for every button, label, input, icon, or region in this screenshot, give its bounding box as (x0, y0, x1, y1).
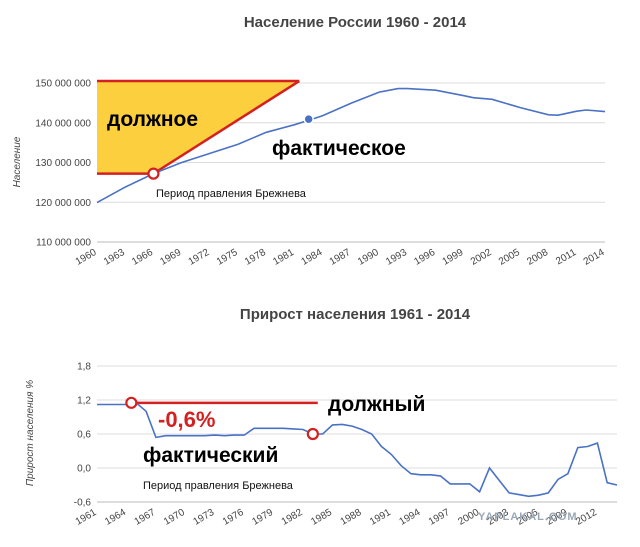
growth-series-line (97, 401, 618, 498)
growth-chart-title: Прирост населения 1961 - 2014 (240, 306, 471, 323)
population-markers (147, 113, 314, 180)
c1-x-tick-label: 1969 (158, 247, 183, 268)
c1-y-tick-label: 150 000 000 (35, 79, 91, 90)
c1-y-tick-label: 140 000 000 (35, 118, 91, 129)
population-series-line (96, 87, 606, 204)
c2-x-tick-label: 1967 (133, 507, 158, 528)
c1-x-tick-label: 1960 (74, 247, 99, 268)
actual-growth-label: фактический (143, 444, 278, 467)
c1-x-tick-label: 1963 (102, 247, 127, 268)
c2-y-tick-label: -0,6 (74, 498, 92, 509)
c1-marker-ring (147, 167, 160, 180)
c1-x-tick-label: 1990 (356, 247, 381, 268)
c2-x-tick-label: 1976 (221, 507, 246, 528)
c2-y-tick-label: 0,6 (77, 430, 91, 441)
c2-x-tick-label: 1997 (427, 507, 452, 528)
c1-x-tick-label: 1996 (412, 247, 437, 268)
c2-marker-ring (306, 427, 319, 441)
c2-x-tick-label: 1964 (103, 507, 128, 528)
c1-x-tick-label: 1975 (215, 247, 240, 268)
growth-markers (125, 396, 319, 441)
actual-population-label: фактическое (272, 137, 406, 160)
c1-x-tick-label: 2002 (469, 247, 494, 268)
c2-marker-ring (125, 396, 138, 409)
c2-x-tick-label: 1970 (162, 507, 187, 528)
c1-x-tick-label: 2014 (582, 247, 607, 268)
c2-x-tick-label: 1985 (309, 507, 334, 528)
c2-y-tick-label: 0,0 (77, 464, 91, 475)
c1-x-tick-label: 1972 (187, 247, 212, 268)
c1-x-tick-label: 1993 (384, 247, 409, 268)
c1-x-tick-label: 1978 (243, 247, 268, 268)
growth-y-axis-label: Прирост населения % (25, 380, 36, 486)
c1-marker-dot (303, 113, 314, 125)
c2-y-tick-label: 1,2 (77, 396, 91, 407)
c1-y-tick-label: 120 000 000 (35, 198, 91, 209)
population-chart-title: Население России 1960 - 2014 (244, 14, 467, 31)
growth-gridlines (97, 365, 617, 503)
population-chart: Население России 1960 - 2014 Население 1… (12, 14, 607, 268)
c1-x-tick-label: 1981 (271, 247, 296, 268)
c2-x-tick-label: 1973 (191, 507, 216, 528)
c1-x-tick-label: 1984 (300, 247, 325, 268)
c2-x-tick-label: 1988 (339, 507, 364, 528)
c2-y-tick-label: 1,8 (77, 362, 91, 373)
c2-x-tick-label: 2012 (574, 507, 599, 528)
should-population-label: должное (107, 108, 198, 131)
c1-x-tick-label: 1966 (130, 247, 155, 268)
c2-x-tick-label: 1979 (250, 507, 275, 528)
c2-x-tick-label: 1961 (74, 507, 99, 528)
should-population-trend-line (152, 79, 300, 175)
c1-x-tick-label: 2005 (497, 247, 522, 268)
should-population-area (97, 81, 300, 174)
brezhnev-period-label-2: Период правления Брежнева (143, 480, 294, 492)
should-growth-label: должный (328, 393, 425, 416)
c1-x-tick-label: 2008 (525, 247, 550, 268)
c1-x-tick-label: 1987 (328, 247, 353, 268)
site-watermark: YAPLAKAL.COM (478, 511, 578, 523)
population-y-axis-label: Население (12, 136, 23, 187)
c1-x-tick-label: 1999 (441, 247, 466, 268)
c1-x-tick-label: 2011 (554, 247, 579, 267)
population-x-ticks: 1960 1963 1966 1969 1972 1975 1978 1981 1984 1987… (74, 247, 607, 268)
c2-x-tick-label: 1994 (398, 507, 423, 528)
c2-x-tick-label: 1982 (280, 507, 305, 528)
population-y-ticks: 110 000 000 120 000 000 130 000 000 140 000… (35, 79, 91, 249)
c2-x-tick-label: 1991 (368, 507, 393, 528)
growth-difference-label: -0,6% (158, 407, 215, 432)
c1-y-tick-label: 110 000 000 (36, 238, 91, 249)
c1-y-tick-label: 130 000 000 (35, 158, 91, 169)
growth-y-ticks: -0,6 0,0 0,6 1,2 1,8 (74, 362, 92, 509)
growth-chart: Прирост населения 1961 - 2014 Прирост на… (25, 306, 618, 528)
brezhnev-period-label-1: Период правления Брежнева (156, 188, 307, 200)
